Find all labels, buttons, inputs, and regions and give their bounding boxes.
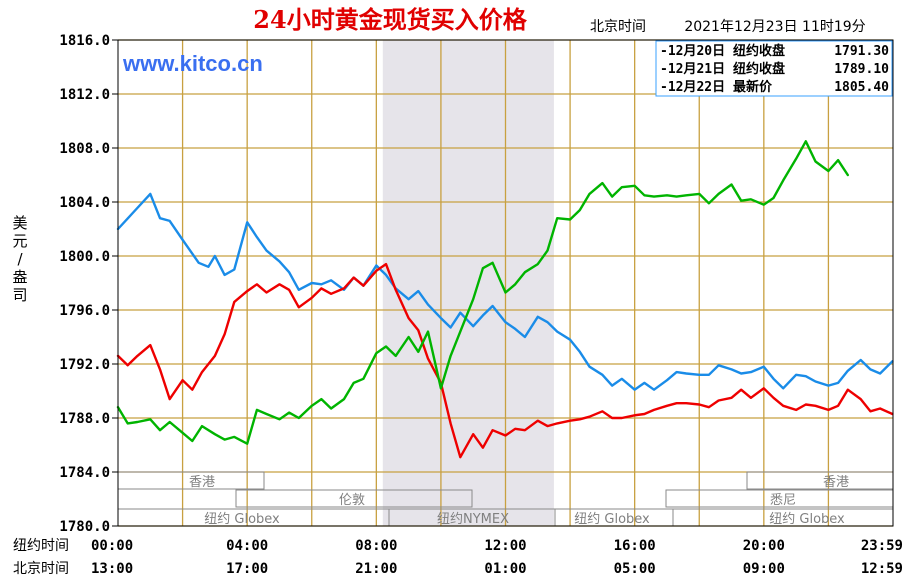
session-london: 伦敦 (339, 492, 365, 508)
plot-frame (117, 39, 894, 527)
series-line-12月20日 (116, 192, 894, 391)
session-ny-globex-mid: 纽约 Globex (574, 512, 650, 527)
chart-title: 24小时黄金现货买入价格 (253, 5, 527, 34)
y-tick-label: 1808.0 (59, 141, 110, 157)
y-tick-label: 1784.0 (59, 465, 110, 481)
y-tick-label: 1812.0 (59, 87, 110, 103)
ny-time-tick: 20:00 (743, 538, 785, 554)
legend: -12月20日 纽约收盘 1791.30 -12月21日 纽约收盘 1789.1… (655, 40, 893, 97)
y-tick-label: 1780.0 (59, 519, 110, 535)
bj-time-tick: 17:00 (226, 561, 268, 577)
legend-value-dec21: 1789.10 (834, 62, 889, 77)
bj-time-tick: 21:00 (355, 561, 397, 577)
session-box-london (235, 489, 473, 508)
ny-time-row-label: 纽约时间 (13, 538, 69, 554)
session-hongkong-left: 香港 (189, 475, 215, 490)
series-line-12月22日 (116, 140, 849, 445)
ny-session-shade (382, 40, 554, 526)
session-ny-globex-left: 纽约 Globex (204, 512, 280, 527)
ny-time-tick: 12:00 (484, 538, 526, 554)
bj-time-tick: 12:59 (861, 561, 903, 577)
beijing-time-label: 北京时间 (590, 19, 646, 35)
bj-time-tick: 09:00 (743, 561, 785, 577)
y-axis-label-char: 美 (12, 214, 27, 232)
session-sydney: 悉尼 (770, 493, 796, 508)
y-axis-label: 美 元 / 盎 司 (12, 214, 27, 304)
session-ny-globex-right: 纽约 Globex (769, 512, 845, 527)
y-tick-label: 1804.0 (59, 195, 110, 211)
y-tick-label: 1792.0 (59, 357, 110, 373)
legend-label-dec22: -12月22日 最新价 (660, 79, 773, 95)
y-axis-label-char: 盎 (12, 268, 27, 286)
y-axis-label-char: 司 (12, 286, 27, 304)
y-axis-label-char: / (17, 250, 23, 268)
ny-time-tick: 04:00 (226, 538, 268, 554)
session-hongkong-right: 香港 (823, 475, 849, 490)
ny-time-tick: 16:00 (614, 538, 656, 554)
bj-time-row-label: 北京时间 (13, 561, 69, 577)
ny-time-tick: 23:59 (861, 538, 903, 554)
series-line-12月21日 (116, 262, 894, 459)
bj-time-tick: 13:00 (91, 561, 133, 577)
x-tick-labels: 00:00 13:00 04:00 17:00 08:00 21:00 12:00 01:00… (91, 538, 903, 577)
legend-label-dec21: -12月21日 纽约收盘 (660, 61, 785, 77)
y-tick-labels: 1780.0 1784.0 1788.0 1792.0 1796.0 1800.0 1804… (59, 33, 118, 535)
bj-time-tick: 05:00 (614, 561, 656, 577)
y-tick-label: 1800.0 (59, 249, 110, 265)
header-timestamp: 2021年12月23日 11时19分 (684, 19, 865, 35)
ny-time-tick: 00:00 (91, 538, 133, 554)
y-axis-label-char: 元 (12, 232, 27, 250)
legend-value-dec22: 1805.40 (834, 80, 889, 95)
y-tick-label: 1816.0 (59, 33, 110, 49)
watermark: www.kitco.cn (122, 51, 263, 76)
session-ny-nymex: 纽约NYMEX (437, 512, 509, 527)
series-lines (116, 140, 894, 459)
y-tick-label: 1788.0 (59, 411, 110, 427)
session-bars: 香港 伦敦 纽约 Globex 纽约NYMEX 纽约 Globex 香港 悉尼 … (117, 471, 894, 527)
bj-time-tick: 01:00 (484, 561, 526, 577)
legend-label-dec20: -12月20日 纽约收盘 (660, 43, 785, 59)
y-tick-label: 1796.0 (59, 303, 110, 319)
legend-value-dec20: 1791.30 (834, 44, 889, 59)
legend-box (655, 40, 893, 97)
ny-time-tick: 08:00 (355, 538, 397, 554)
